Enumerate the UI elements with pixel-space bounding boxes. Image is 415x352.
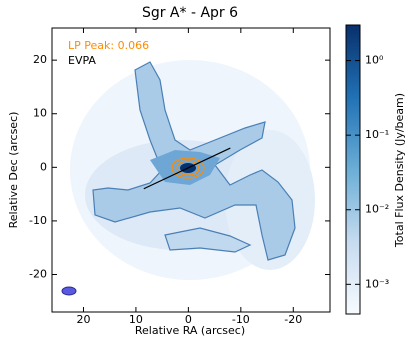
x-tick-label: 20 — [76, 313, 90, 326]
y-tick-label: -20 — [29, 267, 47, 280]
evpa-line — [143, 147, 231, 190]
y-tick-label: 10 — [33, 107, 47, 120]
y-tick-label: 0 — [40, 160, 47, 173]
y-tick-label: 20 — [33, 53, 47, 66]
colorbar-label: Total Flux Density (Jy/beam) — [393, 93, 406, 248]
evpa-annotation: EVPA — [68, 54, 96, 67]
lp-peak-annotation: LP Peak: 0.066 — [68, 39, 149, 52]
colorbar — [345, 24, 361, 315]
y-tick-label: -10 — [29, 214, 47, 227]
colorbar-tick-label: 10⁻³ — [365, 277, 389, 290]
x-axis-label: Relative RA (arcsec) — [135, 324, 245, 337]
x-tick-label: -20 — [284, 313, 302, 326]
colorbar-tick-label: 10⁻¹ — [365, 128, 389, 141]
colorbar-tick-label: 10⁰ — [365, 54, 384, 67]
plot-frame — [51, 27, 331, 313]
colorbar-tick-label: 10⁻² — [365, 203, 389, 216]
chart-title: Sgr A* - Apr 6 — [142, 5, 238, 21]
emission-image — [61, 60, 315, 296]
x-tick-label: 0 — [185, 313, 192, 326]
x-tick-label: 10 — [129, 313, 143, 326]
x-tick-label: -10 — [232, 313, 250, 326]
y-axis-label: Relative Dec (arcsec) — [7, 112, 20, 229]
